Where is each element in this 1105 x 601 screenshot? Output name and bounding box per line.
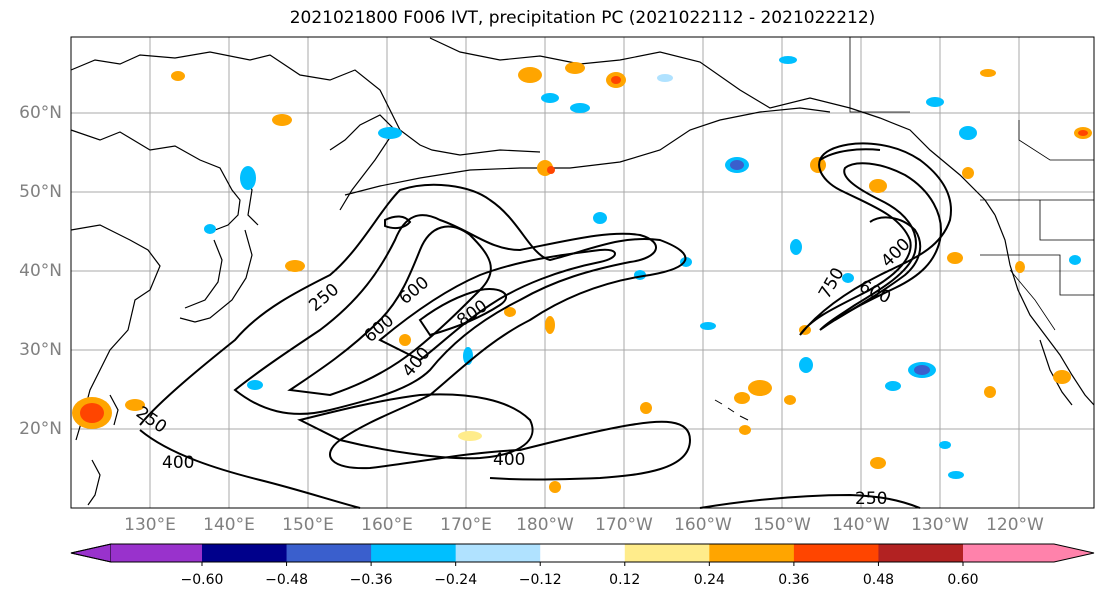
colorbar-segment — [540, 544, 626, 562]
lon-label: 130°E — [124, 515, 176, 535]
colorbar-tick-label: 0.12 — [609, 572, 641, 588]
lon-label: 140°E — [203, 515, 255, 535]
colorbar-segment — [286, 544, 372, 562]
colorbar-extend-low — [70, 543, 112, 563]
colorbar-segment — [202, 544, 288, 562]
borders — [849, 37, 1094, 331]
colorbar-tick-label: −0.48 — [265, 572, 308, 588]
lon-label: 170°W — [595, 515, 653, 535]
coastlines — [70, 37, 1095, 506]
contour-label: 400 — [493, 450, 525, 470]
colorbar-outline — [70, 543, 1095, 563]
lat-label: 20°N — [19, 419, 62, 439]
colorbar-tick-label: −0.12 — [518, 572, 562, 588]
ivt-contours — [139, 142, 952, 509]
precip-positive — [72, 62, 1092, 493]
precip-negative — [204, 56, 1081, 479]
colorbar-tick-label: −0.36 — [349, 572, 393, 588]
hawaii — [714, 399, 749, 421]
colorbar-tick-label: 0.24 — [693, 572, 725, 588]
colorbar-tick-label: 0.60 — [947, 572, 979, 588]
lon-label: 150°W — [753, 515, 811, 535]
graticule — [71, 37, 1094, 508]
map-title: 2021021800 F006 IVT, precipitation PC (2… — [289, 8, 876, 28]
lon-label: 160°W — [674, 515, 732, 535]
lon-label: 160°E — [361, 515, 413, 535]
colorbar-segment — [371, 544, 457, 562]
lon-label: 140°W — [832, 515, 890, 535]
map-frame — [70, 36, 1095, 509]
colorbar-segment — [624, 544, 710, 562]
colorbar-segment — [111, 544, 202, 562]
lon-label: 130°W — [911, 515, 969, 535]
colorbar-segment — [793, 544, 879, 562]
lat-label: 30°N — [19, 340, 62, 360]
colorbar-segment — [709, 544, 795, 562]
colorbar-tick-label: 0.48 — [862, 572, 895, 588]
lon-label: 150°E — [282, 515, 334, 535]
colorbar-tick-label: −0.24 — [434, 572, 478, 588]
lat-label: 60°N — [19, 103, 62, 123]
lon-label: 170°E — [440, 515, 492, 535]
contour-label: 400 — [162, 453, 194, 473]
colorbar-segment — [455, 544, 541, 562]
lon-label: 180°W — [516, 515, 574, 535]
colorbar-tick-label: −0.60 — [180, 572, 224, 588]
lon-label: 120°W — [986, 515, 1044, 535]
colorbar-segment — [878, 544, 964, 562]
contour-label: 250 — [855, 489, 887, 509]
lat-label: 50°N — [19, 182, 62, 202]
colorbar-segments — [70, 543, 1095, 566]
colorbar-extend-high — [963, 544, 1094, 562]
lat-label: 40°N — [19, 261, 62, 281]
colorbar-tick-label: 0.36 — [778, 572, 810, 588]
